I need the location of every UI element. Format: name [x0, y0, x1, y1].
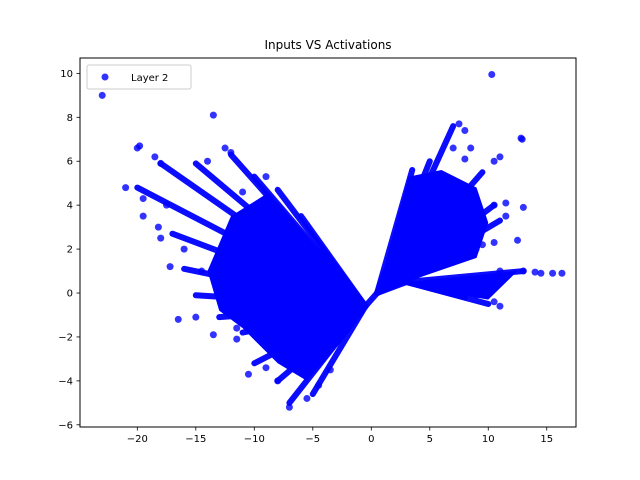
series-layer-2-point [98, 91, 106, 99]
series-layer-2-point [519, 267, 527, 275]
y-tick-label: 6 [67, 157, 73, 168]
series-layer-2-point [502, 199, 510, 207]
x-tick-label: 15 [540, 434, 553, 445]
series-layer-2-point [163, 201, 171, 209]
series-layer-2-point [122, 184, 130, 192]
series-layer-2-point [519, 203, 527, 211]
legend-label-layer-2: Layer 2 [131, 73, 168, 84]
series-layer-2-point [157, 234, 165, 242]
x-tick-label: 5 [427, 434, 433, 445]
series-layer-2-point [227, 148, 235, 156]
series-layer-2-point [244, 370, 252, 378]
series-layer-2-point [473, 291, 481, 299]
series-layer-2-point [490, 239, 498, 246]
series-layer-2-point [297, 355, 305, 363]
series-layer-2-point [514, 236, 522, 244]
series-layer-2-point [136, 142, 144, 150]
chart-title: Inputs VS Activations [264, 38, 391, 52]
series-layer-2-point [303, 394, 311, 402]
series-layer-2-point [192, 313, 200, 321]
series-layer-2-point [262, 364, 270, 372]
series-layer-2-point [274, 377, 282, 385]
series-layer-2-point [233, 324, 241, 332]
x-tick-label: −10 [244, 434, 265, 445]
x-tick-label: −15 [185, 434, 206, 445]
series-layer-2-point [180, 245, 188, 253]
plot-area [98, 70, 566, 411]
series-layer-2-point [461, 155, 469, 163]
series-layer-2-point [239, 188, 247, 196]
y-tick-label: 2 [67, 245, 73, 256]
series-layer-2-point [537, 269, 545, 277]
series-layer-2-point [262, 173, 270, 181]
series-layer-2-left-core [207, 194, 366, 381]
x-tick-label: 0 [368, 434, 374, 445]
series-layer-2-point [496, 267, 504, 275]
series-layer-2-point [221, 144, 229, 152]
series-layer-2-point [315, 381, 323, 389]
series-layer-2-point [518, 135, 526, 143]
series-layer-2-point [209, 331, 217, 339]
series-layer-2-point [496, 302, 504, 310]
series-layer-2-point [490, 298, 498, 306]
y-tick-label: 8 [67, 113, 73, 124]
series-layer-2-point [449, 144, 457, 152]
series-layer-2-point [157, 159, 165, 167]
series-layer-2-point [209, 111, 217, 119]
series-layer-2-point [467, 144, 475, 152]
series-layer-2-point [204, 157, 212, 165]
legend: Layer 2 [86, 64, 192, 90]
x-tick-label: −5 [305, 434, 320, 445]
series-layer-2-right-tail [406, 271, 518, 300]
series-layer-2-point [174, 315, 182, 323]
series-layer-2-point [455, 120, 463, 128]
y-tick-label: 4 [67, 201, 73, 212]
legend-box [86, 64, 192, 90]
series-layer-2-point [478, 241, 486, 249]
series-layer-2-point [326, 366, 334, 374]
series-layer-2-point [549, 269, 557, 277]
series-layer-2-point [531, 268, 539, 276]
axes-frame [79, 57, 577, 428]
series-layer-2-point [198, 267, 206, 275]
series-layer-2-fan-segment [298, 213, 369, 310]
y-tick-label: 0 [67, 289, 73, 300]
y-tick-label: −6 [58, 420, 73, 431]
series-layer-2-point [151, 153, 159, 161]
series-layer-2-point [233, 335, 241, 343]
series-layer-2-point [285, 403, 293, 411]
y-tick-label: −2 [58, 332, 73, 343]
series-layer-2-point [227, 300, 235, 308]
series-layer-2-point [166, 263, 174, 271]
legend-marker-layer-2 [101, 73, 109, 81]
series-layer-2-point [490, 201, 498, 209]
series-layer-2-point [139, 212, 147, 220]
y-tick-label: 10 [60, 69, 73, 80]
series-layer-2-point [139, 195, 147, 203]
series-layer-2-point [154, 223, 162, 231]
series-layer-2-right-core [377, 170, 489, 294]
series-layer-2-point [558, 269, 566, 277]
series-layer-2-point [461, 126, 469, 134]
x-tick-label: −20 [127, 434, 148, 445]
x-tick-label: 10 [482, 434, 495, 445]
series-layer-2-point [502, 212, 510, 220]
series-layer-2-point [490, 157, 498, 165]
y-tick-label: −4 [58, 376, 73, 387]
series-layer-2-point [496, 153, 504, 161]
series-layer-2-point [488, 70, 496, 78]
